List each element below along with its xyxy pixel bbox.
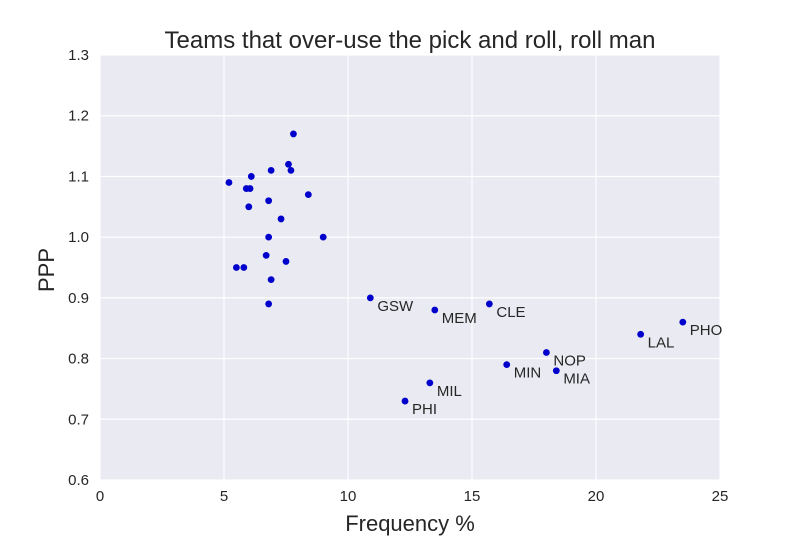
data-point xyxy=(431,306,439,314)
data-point xyxy=(265,233,273,241)
data-point xyxy=(287,166,295,174)
y-tick-label: 1.2 xyxy=(68,108,89,125)
data-point xyxy=(552,367,560,375)
point-label: MIA xyxy=(563,371,590,388)
data-point xyxy=(485,300,493,308)
chart-title: Teams that over-use the pick and roll, r… xyxy=(165,27,656,54)
y-tick-label: 0.8 xyxy=(68,351,89,368)
point-label: CLE xyxy=(496,304,525,321)
data-point xyxy=(679,318,687,326)
data-point xyxy=(265,300,273,308)
x-tick-label: 25 xyxy=(712,488,729,505)
data-points xyxy=(225,130,687,405)
data-point xyxy=(282,258,290,265)
point-label: MIN xyxy=(514,365,542,382)
y-tick-labels: 0.6 0.7 0.8 0.9 1.0 1.1 1.2 1.3 xyxy=(68,47,89,489)
y-tick-label: 0.9 xyxy=(68,290,89,307)
x-tick-label: 0 xyxy=(96,488,104,505)
x-tick-label: 20 xyxy=(588,488,605,505)
data-point xyxy=(262,251,270,259)
point-label: MIL xyxy=(437,383,462,400)
data-point xyxy=(233,264,240,271)
data-point xyxy=(246,185,254,192)
data-point xyxy=(267,166,275,174)
x-tick-label: 10 xyxy=(340,488,357,505)
data-point xyxy=(267,276,275,284)
point-label: NOP xyxy=(553,353,586,370)
point-label: LAL xyxy=(648,334,675,351)
data-point xyxy=(245,203,253,211)
point-label: MEM xyxy=(442,310,477,327)
y-tick-label: 1.3 xyxy=(68,47,89,64)
data-point xyxy=(240,264,248,271)
y-tick-label: 1.0 xyxy=(68,229,89,246)
point-label: PHI xyxy=(412,401,437,418)
data-point xyxy=(277,215,285,223)
y-axis-label: PPP xyxy=(34,248,59,292)
data-point xyxy=(366,294,374,302)
data-point xyxy=(319,233,327,241)
data-point xyxy=(401,397,409,405)
data-point xyxy=(225,179,233,186)
point-label: GSW xyxy=(377,298,414,315)
x-tick-label: 15 xyxy=(464,488,481,505)
x-axis-label: Frequency % xyxy=(345,511,475,536)
point-label: PHO xyxy=(690,322,723,339)
data-point xyxy=(265,197,273,205)
data-point xyxy=(304,191,312,199)
data-point xyxy=(247,173,255,180)
x-tick-label: 5 xyxy=(220,488,228,505)
data-point xyxy=(285,160,292,168)
data-point xyxy=(637,330,645,338)
grid-lines xyxy=(99,54,721,481)
x-tick-labels: 0 5 10 15 20 25 xyxy=(96,488,729,505)
y-tick-label: 1.1 xyxy=(68,168,89,185)
data-point xyxy=(543,349,550,356)
y-tick-label: 0.6 xyxy=(68,472,89,489)
y-tick-label: 0.7 xyxy=(68,411,89,428)
data-point xyxy=(426,379,434,387)
data-point xyxy=(290,130,297,138)
data-point xyxy=(503,361,511,369)
plot-area xyxy=(100,55,720,480)
